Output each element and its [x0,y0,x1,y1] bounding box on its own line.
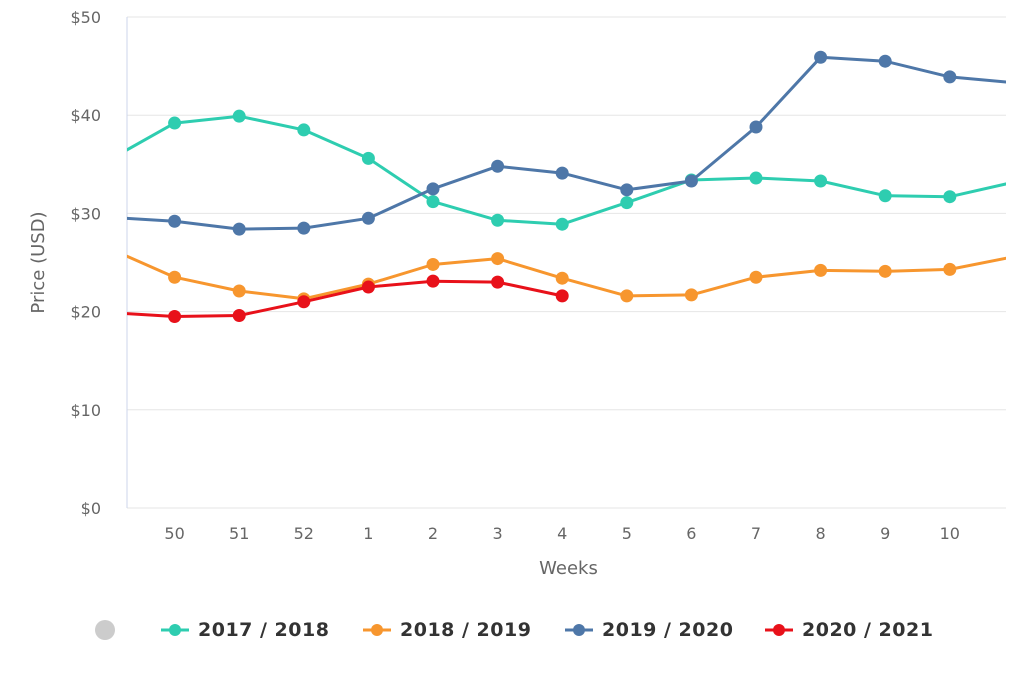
price-line-chart: $0 $10 $20 $30 $40 $50 50 51 52 1 2 3 4 5 6 7 8 9 10 Pric… [28,8,1006,579]
data-point[interactable] [878,264,892,278]
legend-line-marker-icon [161,624,189,636]
data-point[interactable] [555,217,569,231]
gridlines [127,16,1006,509]
legend-label: 2019 / 2020 [602,619,734,641]
x-tick-label: 5 [622,524,632,543]
data-point[interactable] [749,120,763,134]
x-tick-label: 8 [816,524,826,543]
data-point[interactable] [361,151,375,165]
data-point[interactable] [878,189,892,203]
x-tick-label: 51 [229,524,249,543]
data-point[interactable] [297,221,311,235]
y-tick-label: $50 [70,8,101,27]
data-point[interactable] [814,50,828,64]
series-layer [127,50,1006,324]
data-point[interactable] [749,171,763,185]
data-point[interactable] [426,182,440,196]
legend-line-marker-icon [765,624,793,636]
legend-item-2017-2018[interactable]: 2017 / 2018 [160,612,329,648]
x-tick-label: 6 [686,524,696,543]
chart-legend: 2017 / 2018 2018 / 2019 2019 / 2020 2020… [0,612,1024,648]
series-line [127,279,563,318]
data-point[interactable] [297,295,311,309]
data-point[interactable] [555,289,569,303]
data-point[interactable] [168,270,182,284]
data-point[interactable] [232,309,246,323]
y-axis-title: Price (USD) [28,211,49,313]
legend-item-2019-2020[interactable]: 2019 / 2020 [564,612,733,648]
x-tick-label: 1 [363,524,373,543]
data-point[interactable] [232,109,246,123]
legend-line-marker-icon [363,624,391,636]
data-point[interactable] [943,70,957,84]
legend-toggle-dot-icon[interactable] [95,620,115,640]
data-point[interactable] [684,174,698,188]
series-2020-2021 [127,274,569,324]
data-point[interactable] [232,284,246,298]
legend-line-marker-icon [565,624,593,636]
x-tick-label: 3 [493,524,503,543]
x-tick-label: 4 [557,524,567,543]
legend-label: 2017 / 2018 [198,619,330,641]
data-point[interactable] [555,166,569,180]
y-axis-ticks: $0 $10 $20 $30 $40 $50 [70,8,101,518]
data-point[interactable] [361,211,375,225]
x-axis-ticks: 50 51 52 1 2 3 4 5 6 7 8 9 10 [164,524,960,543]
y-tick-label: $30 [70,204,101,223]
data-point[interactable] [878,54,892,68]
y-tick-label: $10 [70,401,101,420]
data-point[interactable] [491,159,505,173]
data-point[interactable] [943,262,957,276]
x-tick-label: 10 [940,524,960,543]
data-point[interactable] [168,214,182,228]
data-point[interactable] [426,274,440,288]
data-point[interactable] [620,196,634,210]
data-point[interactable] [168,310,182,324]
series-line [127,55,1006,231]
data-point[interactable] [361,280,375,294]
x-tick-label: 2 [428,524,438,543]
data-point[interactable] [620,289,634,303]
data-point[interactable] [684,288,698,302]
legend-label: 2018 / 2019 [400,619,532,641]
data-point[interactable] [297,123,311,137]
series-2019-2020 [127,50,1006,236]
data-point[interactable] [426,195,440,209]
x-tick-label: 52 [294,524,314,543]
series-2018-2019 [127,252,1006,306]
x-tick-label: 9 [880,524,890,543]
y-tick-label: $0 [81,499,101,518]
data-point[interactable] [232,222,246,236]
x-tick-label: 7 [751,524,761,543]
data-point[interactable] [491,252,505,266]
data-point[interactable] [491,275,505,289]
data-point[interactable] [814,263,828,277]
x-tick-label: 50 [164,524,184,543]
data-point[interactable] [491,213,505,227]
legend-item-2020-2021[interactable]: 2020 / 2021 [764,612,933,648]
data-point[interactable] [749,270,763,284]
legend-item-2018-2019[interactable]: 2018 / 2019 [362,612,531,648]
data-point[interactable] [620,183,634,197]
data-point[interactable] [814,174,828,188]
data-point[interactable] [555,271,569,285]
data-point[interactable] [426,257,440,271]
data-point[interactable] [943,190,957,204]
y-tick-label: $40 [70,106,101,125]
legend-label: 2020 / 2021 [802,619,934,641]
data-point[interactable] [168,116,182,130]
x-axis-title: Weeks [539,558,598,579]
y-tick-label: $20 [70,303,101,322]
